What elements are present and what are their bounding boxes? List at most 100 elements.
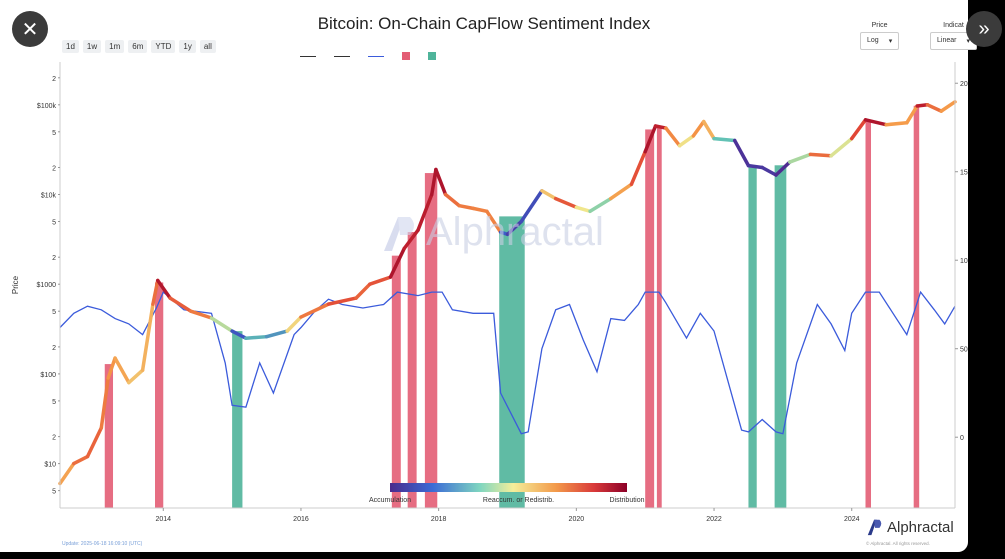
price-heatmap-segment bbox=[416, 192, 434, 232]
price-heatmap-segment bbox=[402, 228, 420, 251]
legend-swatch bbox=[334, 55, 350, 57]
legend-item-capflow-index[interactable] bbox=[368, 55, 388, 57]
price-heatmap-segment bbox=[925, 103, 943, 113]
distribution-phase-band bbox=[391, 255, 401, 508]
price-heatmap-segment bbox=[574, 205, 592, 214]
price-heatmap-segment bbox=[430, 167, 438, 197]
colorbar-label: Distribution bbox=[609, 497, 644, 504]
price-heatmap-segment bbox=[664, 126, 682, 148]
distribution-phase-band bbox=[155, 282, 164, 508]
range-button-6m[interactable]: 6m bbox=[128, 40, 148, 53]
price-heatmap-segment bbox=[151, 278, 160, 306]
price-heatmap-segment bbox=[388, 246, 406, 279]
price-heatmap-segment bbox=[849, 118, 868, 141]
left-tick-label: 2 bbox=[52, 76, 56, 83]
price-heatmap-segment bbox=[788, 152, 813, 164]
left-tick-label: 5 bbox=[52, 309, 56, 316]
y-axis-title-left: Price bbox=[11, 275, 20, 294]
accumulation-phase-band bbox=[774, 165, 787, 508]
distribution-phase-band bbox=[104, 364, 114, 508]
right-tick-label: 200 bbox=[960, 81, 968, 88]
right-tick-label: 150 bbox=[960, 170, 968, 177]
price-heatmap-segment bbox=[72, 454, 90, 466]
legend-swatch bbox=[368, 55, 384, 57]
range-button-1m[interactable]: 1m bbox=[105, 40, 125, 53]
price-series bbox=[58, 100, 957, 486]
price-heatmap-segment bbox=[609, 182, 634, 201]
x-tick-label: 2018 bbox=[431, 516, 447, 523]
price-scale-select[interactable]: Log ▾ bbox=[860, 32, 900, 50]
price-heatmap-segment bbox=[519, 189, 544, 224]
price-heatmap-segment bbox=[808, 152, 833, 158]
range-button-all[interactable]: all bbox=[199, 40, 216, 53]
price-heatmap-segment bbox=[113, 356, 131, 385]
price-heatmap-segment bbox=[127, 368, 145, 385]
chevron-down-icon: ▾ bbox=[888, 38, 893, 45]
price-heatmap-segment bbox=[829, 136, 854, 158]
watermark-text: Alphractal bbox=[426, 210, 604, 254]
price-heatmap-segment bbox=[746, 163, 764, 170]
price-heatmap-segment bbox=[209, 316, 234, 333]
price-heatmap-segment bbox=[732, 138, 751, 168]
price-heatmap-segment bbox=[156, 278, 172, 300]
chart-canvas: 5 $10 2 5 $100 2 5 $1000 2 5 $10k 2 5 $100k 2 0 50 100 150… bbox=[11, 62, 968, 523]
forward-button[interactable]: » bbox=[966, 11, 1002, 47]
colorbar-label: Reaccum. or Redistrib. bbox=[483, 497, 554, 504]
range-button-1y[interactable]: 1y bbox=[179, 40, 196, 53]
price-heatmap-segment bbox=[905, 104, 919, 125]
distribution-phase-band bbox=[407, 232, 417, 508]
x-tick-label: 2022 bbox=[706, 516, 722, 523]
price-heatmap-segment bbox=[677, 134, 696, 148]
brand-name: Alphractal bbox=[887, 518, 954, 536]
price-heatmap-segment bbox=[443, 192, 462, 208]
range-button-ytd[interactable]: YTD bbox=[151, 40, 176, 53]
legend-item-distribution[interactable] bbox=[402, 52, 414, 60]
x-tick-label: 2016 bbox=[293, 516, 309, 523]
distribution-phase-band bbox=[424, 173, 438, 508]
legend-item-accumulation[interactable] bbox=[428, 52, 440, 60]
price-heatmap-segment bbox=[540, 189, 558, 201]
range-button-1d[interactable]: 1d bbox=[62, 40, 79, 53]
price-heatmap-segment bbox=[774, 160, 792, 177]
x-tick-label: 2024 bbox=[844, 516, 860, 523]
price-heatmap-segment bbox=[434, 167, 448, 197]
left-tick-label: $100k bbox=[37, 103, 57, 110]
left-tick-label: 5 bbox=[52, 220, 56, 227]
price-heatmap-segment bbox=[58, 461, 76, 486]
alphractal-logo-icon bbox=[867, 519, 882, 536]
price-heatmap-segment bbox=[140, 302, 155, 372]
price-heatmap-segment bbox=[368, 275, 393, 286]
left-tick-label: 2 bbox=[52, 165, 56, 172]
price-heatmap-segment bbox=[230, 329, 248, 340]
double-chevron-right-icon: » bbox=[978, 17, 990, 40]
price-heatmap-segment bbox=[106, 356, 117, 380]
legend-swatch bbox=[428, 52, 436, 60]
left-tick-label: 5 bbox=[52, 399, 56, 406]
price-heatmap-segment bbox=[285, 315, 303, 333]
index-series bbox=[59, 290, 956, 435]
price-heatmap-segment bbox=[168, 296, 193, 313]
price-heatmap-segment bbox=[643, 124, 658, 154]
close-button[interactable]: ✕ bbox=[12, 11, 48, 47]
distribution-phase-band bbox=[645, 129, 655, 509]
price-heatmap-segment bbox=[588, 196, 613, 214]
left-tick-label: 5 bbox=[52, 130, 56, 137]
legend-item-price-heatmap[interactable] bbox=[334, 55, 354, 57]
watermark: Alphractal bbox=[380, 210, 604, 255]
range-button-1w[interactable]: 1w bbox=[82, 40, 102, 53]
price-heatmap-segment bbox=[99, 376, 110, 430]
legend bbox=[300, 52, 440, 60]
accumulation-phase-band bbox=[232, 331, 243, 508]
left-tick-label: 2 bbox=[52, 255, 56, 262]
x-tick-label: 2020 bbox=[569, 516, 585, 523]
left-tick-label: 5 bbox=[52, 489, 56, 496]
price-heatmap-segment bbox=[471, 206, 489, 214]
price-heatmap-segment bbox=[760, 165, 778, 177]
left-tick-label: 2 bbox=[52, 345, 56, 352]
phase-bands bbox=[104, 105, 920, 509]
legend-item-price[interactable] bbox=[300, 55, 320, 57]
price-heatmap-segment bbox=[884, 121, 909, 127]
colorbar-label: Accumulation bbox=[369, 497, 411, 504]
alphractal-logo-icon bbox=[384, 216, 414, 251]
price-heatmap-segment bbox=[691, 119, 706, 138]
